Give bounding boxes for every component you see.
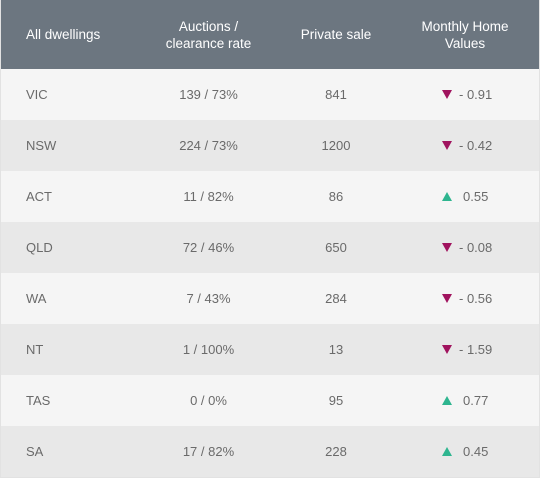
- region-cell: NT: [26, 342, 44, 357]
- header-auctions-line1: Auctions /: [178, 18, 239, 34]
- table-row: WA 7 / 43% 284 - 0.56: [1, 273, 539, 324]
- region-cell: TAS: [26, 393, 51, 408]
- change-indicator: - 0.91: [442, 87, 504, 102]
- table-row: TAS 0 / 0% 95 0.77: [1, 375, 539, 426]
- change-indicator: - 0.08: [442, 240, 504, 255]
- auctions-cell: 11 / 82%: [183, 189, 234, 204]
- header-monthly-line2: Values: [444, 35, 486, 51]
- change-value: - 0.42: [459, 138, 493, 153]
- private-sale-cell: 650: [325, 240, 347, 255]
- region-cell: WA: [26, 291, 47, 306]
- private-sale-cell: 95: [328, 393, 344, 408]
- header-monthly-home-values: Monthly Home Values: [391, 18, 539, 52]
- monthly-value-cell: - 1.59: [391, 342, 539, 357]
- header-all-dwellings: All dwellings: [26, 27, 101, 42]
- auctions-cell: 7 / 43%: [186, 291, 231, 306]
- table-header: All dwellings Auctions / clearance rate …: [1, 0, 539, 69]
- triangle-down-icon: [442, 243, 452, 252]
- triangle-down-icon: [442, 294, 452, 303]
- change-indicator: 0.55: [442, 189, 504, 204]
- table-row: ACT 11 / 82% 86 0.55: [1, 171, 539, 222]
- monthly-value-cell: - 0.56: [391, 291, 539, 306]
- change-value: 0.55: [463, 189, 489, 204]
- triangle-down-icon: [442, 345, 452, 354]
- triangle-up-icon: [442, 396, 452, 405]
- monthly-value-cell: 0.55: [391, 189, 539, 204]
- private-sale-cell: 228: [325, 444, 347, 459]
- change-indicator: - 1.59: [442, 342, 504, 357]
- private-sale-cell: 841: [325, 87, 347, 102]
- auctions-cell: 1 / 100%: [182, 342, 235, 357]
- monthly-value-cell: 0.45: [391, 444, 539, 459]
- change-value: - 0.56: [459, 291, 493, 306]
- table-row: NT 1 / 100% 13 - 1.59: [1, 324, 539, 375]
- auctions-cell: 72 / 46%: [182, 240, 235, 255]
- private-sale-cell: 1200: [321, 138, 351, 153]
- change-value: - 1.59: [459, 342, 493, 357]
- change-value: - 0.91: [459, 87, 493, 102]
- region-cell: SA: [26, 444, 44, 459]
- auctions-cell: 139 / 73%: [179, 87, 238, 102]
- private-sale-cell: 86: [328, 189, 344, 204]
- table-row: QLD 72 / 46% 650 - 0.08: [1, 222, 539, 273]
- change-indicator: - 0.56: [442, 291, 504, 306]
- triangle-up-icon: [442, 447, 452, 456]
- change-indicator: 0.45: [442, 444, 504, 459]
- triangle-down-icon: [442, 141, 452, 150]
- table-row: VIC 139 / 73% 841 - 0.91: [1, 69, 539, 120]
- region-cell: QLD: [26, 240, 53, 255]
- header-auctions: Auctions / clearance rate: [136, 18, 281, 52]
- monthly-value-cell: - 0.42: [391, 138, 539, 153]
- monthly-value-cell: - 0.08: [391, 240, 539, 255]
- header-monthly-line1: Monthly Home: [421, 18, 509, 34]
- table-body: VIC 139 / 73% 841 - 0.91 NSW 224 / 73% 1200 - 0…: [1, 69, 539, 477]
- auctions-cell: 0 / 0%: [190, 393, 227, 408]
- change-indicator: 0.77: [442, 393, 504, 408]
- header-private-sale: Private sale: [300, 27, 372, 42]
- triangle-down-icon: [442, 90, 452, 99]
- change-value: - 0.08: [459, 240, 493, 255]
- private-sale-cell: 13: [328, 342, 344, 357]
- change-indicator: - 0.42: [442, 138, 504, 153]
- private-sale-cell: 284: [325, 291, 347, 306]
- monthly-value-cell: - 0.91: [391, 87, 539, 102]
- table-row: SA 17 / 82% 228 0.45: [1, 426, 539, 477]
- table-row: NSW 224 / 73% 1200 - 0.42: [1, 120, 539, 171]
- change-value: 0.45: [463, 444, 489, 459]
- region-cell: ACT: [26, 189, 52, 204]
- change-value: 0.77: [463, 393, 489, 408]
- region-cell: NSW: [26, 138, 57, 153]
- auctions-cell: 17 / 82%: [182, 444, 235, 459]
- auctions-cell: 224 / 73%: [179, 138, 238, 153]
- monthly-value-cell: 0.77: [391, 393, 539, 408]
- header-auctions-line2: clearance rate: [165, 35, 252, 51]
- region-cell: VIC: [26, 87, 48, 102]
- triangle-up-icon: [442, 192, 452, 201]
